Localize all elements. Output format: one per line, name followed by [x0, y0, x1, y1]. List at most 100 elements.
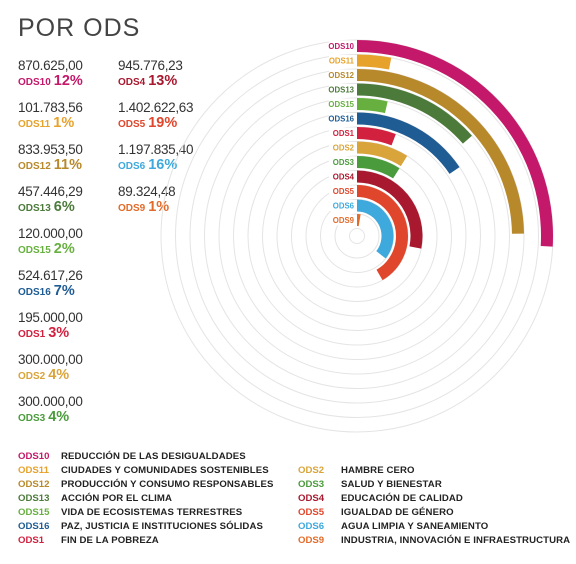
bar-ods11	[357, 54, 392, 70]
legend-item-ods2: ODS2 HAMBRE CERO	[298, 464, 570, 478]
legend-description: PAZ, JUSTICIA E INSTITUCIONES SÓLIDAS	[61, 521, 263, 532]
stat-ods2: 300.000,00 ODS2 4%	[18, 352, 83, 385]
legend-description: FIN DE LA POBREZA	[61, 535, 159, 546]
legend-description: HAMBRE CERO	[341, 465, 415, 476]
stat-code: ODS9	[118, 203, 146, 214]
bar-ods3	[357, 156, 400, 179]
stat-percent: 13%	[148, 73, 178, 89]
stat-percent: 6%	[53, 199, 75, 215]
bar-label-ods16: ODS16	[328, 115, 354, 124]
legend-code: ODS10	[18, 451, 50, 462]
bar-ods1	[357, 127, 396, 146]
stat-code: ODS2	[18, 371, 46, 382]
legend-code: ODS2	[298, 465, 325, 476]
stat-code: ODS5	[118, 119, 146, 130]
legend-right: ODS2 HAMBRE CERO ODS3 SALUD Y BIENESTAR ODS4…	[298, 464, 570, 548]
stat-code: ODS12	[18, 161, 51, 172]
stat-code: ODS6	[118, 161, 146, 172]
bar-label-ods13: ODS13	[328, 86, 354, 95]
bar-label-ods11: ODS11	[329, 57, 355, 66]
bar-ods12	[357, 69, 524, 234]
legend-description: IGUALDAD DE GÉNERO	[341, 507, 454, 518]
stat-value: 524.617,26	[18, 268, 83, 283]
bar-label-ods4: ODS4	[333, 173, 355, 182]
stat-code: ODS15	[18, 245, 51, 256]
grid-circle	[349, 228, 365, 244]
stat-ods4: 945.776,23 ODS4 13%	[118, 58, 183, 91]
stat-code: ODS3	[18, 413, 46, 424]
legend-code: ODS16	[18, 521, 50, 532]
bar-ods16	[357, 112, 460, 174]
bar-label-bg	[329, 113, 356, 124]
stat-percent: 16%	[148, 157, 178, 173]
stat-percent: 11%	[53, 157, 83, 173]
bar-label-bg	[329, 40, 356, 52]
bar-label-bg	[329, 214, 356, 226]
bar-label-ods1: ODS1	[333, 129, 355, 138]
bar-label-bg	[329, 200, 356, 211]
legend-item-ods15: ODS15 VIDA DE ECOSISTEMAS TERRESTRES	[18, 506, 273, 520]
legend-description: SALUD Y BIENESTAR	[341, 479, 442, 490]
stat-ods6: 1.197.835,40 ODS6 16%	[118, 142, 194, 175]
grid-circle	[262, 141, 452, 331]
legend-description: INDUSTRIA, INNOVACIÓN E INFRAESTRUCTURA	[341, 535, 571, 546]
legend-code: ODS9	[298, 535, 325, 546]
bar-ods2	[357, 141, 408, 167]
bar-label-ods15: ODS15	[328, 100, 354, 109]
legend-description: VIDA DE ECOSISTEMAS TERRESTRES	[61, 507, 243, 518]
legend-code: ODS12	[18, 479, 50, 490]
stat-value: 870.625,00	[18, 58, 83, 73]
page-title: POR ODS	[18, 14, 141, 42]
legend-item-ods5: ODS5 IGUALDAD DE GÉNERO	[298, 506, 570, 520]
stat-ods9: 89.324,48 ODS9 1%	[118, 184, 176, 217]
legend-item-ods10: ODS10 REDUCCIÓN DE LAS DESIGUALDADES	[18, 450, 273, 464]
bar-label-ods12: ODS12	[328, 71, 354, 80]
stat-percent: 1%	[53, 115, 75, 131]
bar-ods15	[357, 98, 388, 114]
legend-item-ods16: ODS16 PAZ, JUSTICIA E INSTITUCIONES SÓLID…	[18, 520, 273, 534]
stat-ods16: 524.617,26 ODS16 7%	[18, 268, 83, 301]
stat-value: 457.446,29	[18, 184, 83, 199]
legend-code: ODS3	[298, 479, 325, 490]
stat-ods10: 870.625,00 ODS10 12%	[18, 58, 83, 91]
stat-value: 833.953,50	[18, 142, 83, 157]
legend-description: ACCIÓN POR EL CLIMA	[61, 493, 172, 504]
bar-label-ods10: ODS10	[328, 42, 354, 51]
stat-percent: 4%	[48, 409, 70, 425]
bar-label-bg	[329, 127, 356, 139]
bar-label-bg	[329, 171, 356, 182]
bar-label-bg	[329, 98, 356, 110]
legend-code: ODS15	[18, 507, 50, 518]
legend-code: ODS5	[298, 507, 325, 518]
stat-ods13: 457.446,29 ODS13 6%	[18, 184, 83, 217]
legend-description: AGUA LIMPIA Y SANEAMIENTO	[341, 521, 489, 532]
legend-description: PRODUCCIÓN Y CONSUMO RESPONSABLES	[61, 479, 274, 490]
bar-label-bg	[329, 55, 356, 66]
legend-code: ODS1	[18, 535, 45, 546]
stat-percent: 19%	[148, 115, 178, 131]
stat-percent: 12%	[53, 73, 83, 89]
stat-value: 1.402.622,63	[118, 100, 194, 115]
bar-label-ods2: ODS2	[333, 144, 355, 153]
bar-ods13	[357, 83, 472, 144]
stat-code: ODS1	[18, 329, 46, 340]
stat-percent: 7%	[53, 283, 75, 299]
legend-item-ods3: ODS3 SALUD Y BIENESTAR	[298, 478, 570, 492]
stat-value: 300.000,00	[18, 352, 83, 367]
bar-ods5	[357, 185, 409, 281]
legend-code: ODS13	[18, 493, 50, 504]
bar-label-ods3: ODS3	[333, 158, 355, 167]
stat-ods12: 833.953,50 ODS12 11%	[18, 142, 83, 175]
stat-percent: 2%	[53, 241, 75, 257]
legend-item-ods12: ODS12 PRODUCCIÓN Y CONSUMO RESPONSABLES	[18, 478, 273, 492]
stat-value: 101.783,56	[18, 100, 83, 115]
bar-label-bg	[329, 156, 356, 168]
stat-code: ODS11	[18, 119, 51, 130]
stat-ods11: 101.783,56 ODS11 1%	[18, 100, 83, 133]
bar-ods4	[357, 170, 423, 249]
bar-label-ods5: ODS5	[333, 187, 355, 196]
legend-item-ods1: ODS1 FIN DE LA POBREZA	[18, 534, 273, 548]
legend-code: ODS6	[298, 521, 325, 532]
bar-label-ods6: ODS6	[333, 202, 355, 211]
